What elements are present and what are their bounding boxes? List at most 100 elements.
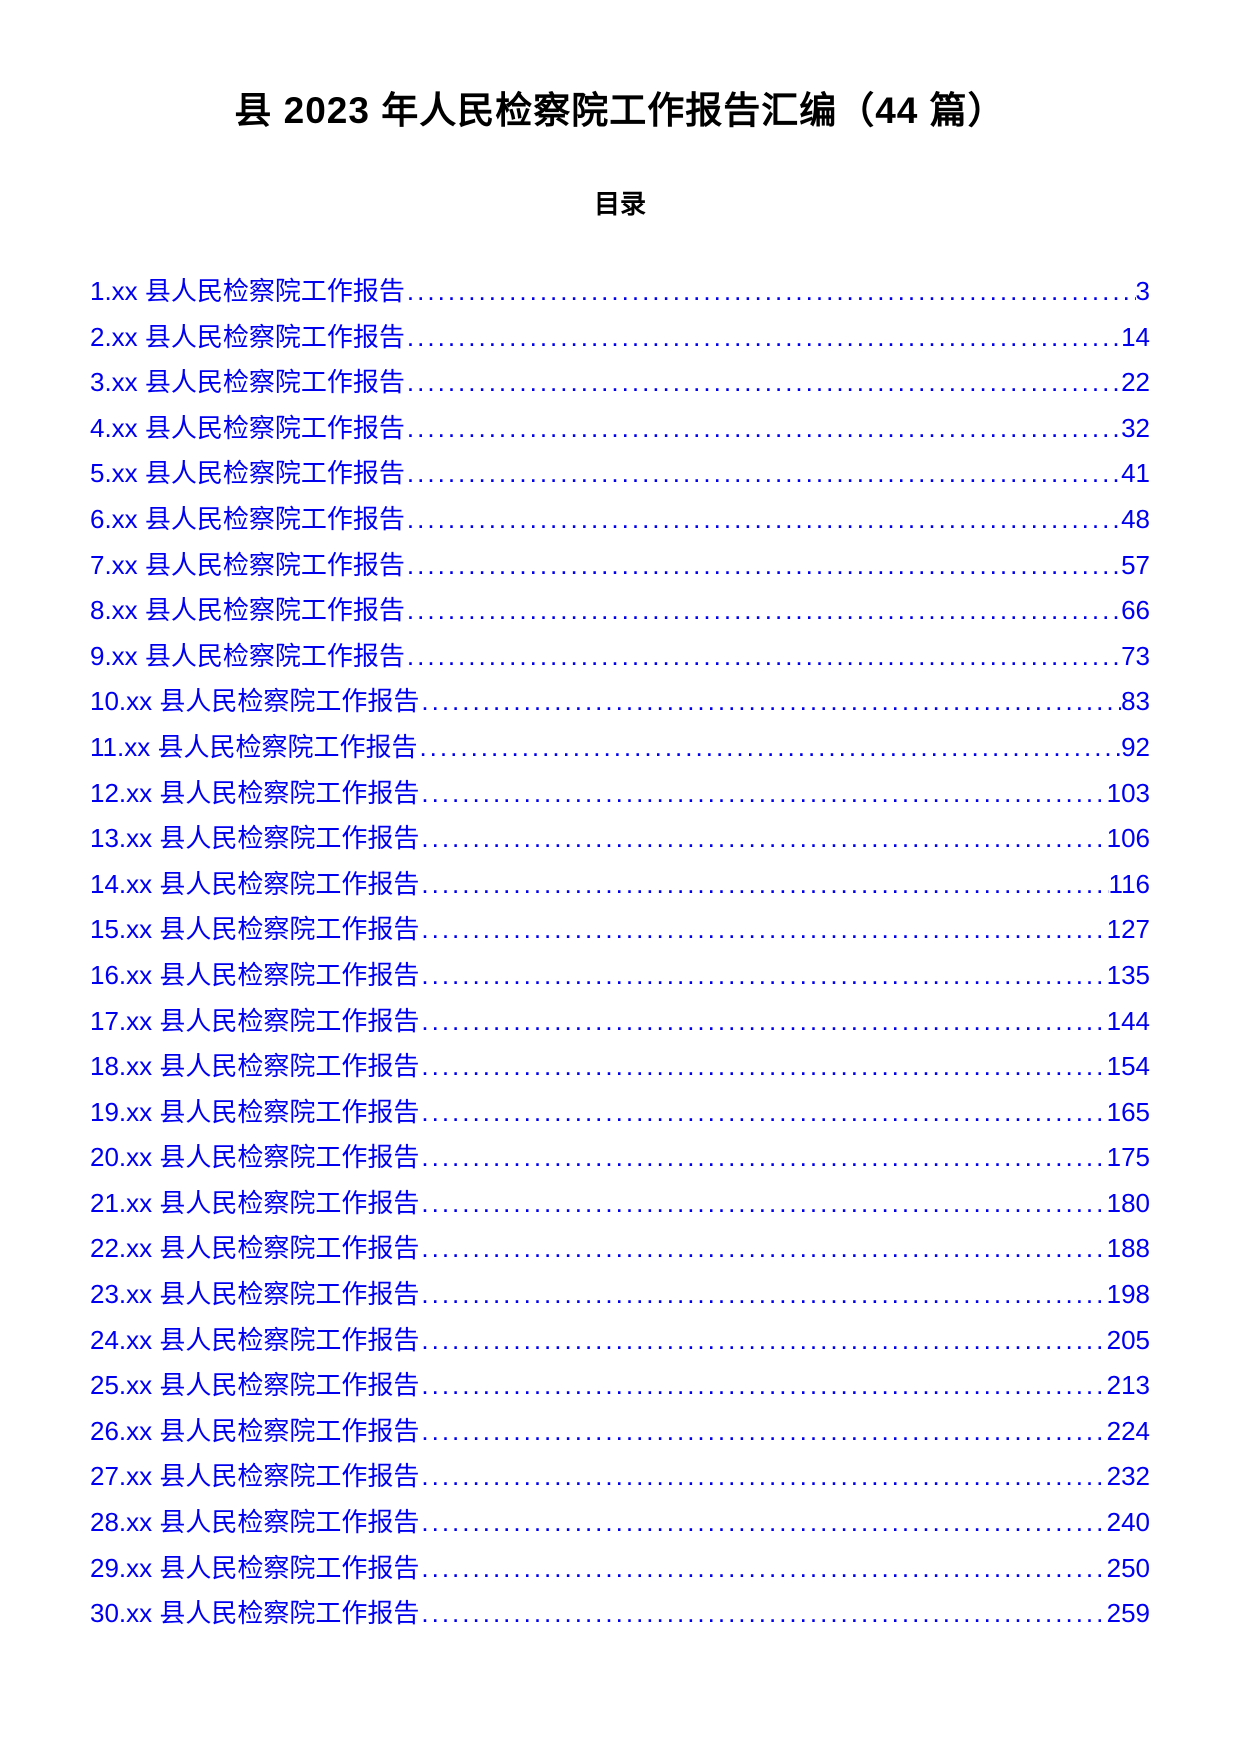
toc-dots: ........................................… bbox=[419, 1502, 1106, 1544]
toc-item[interactable]: 21.xx 县人民检察院工作报告........................… bbox=[90, 1183, 1150, 1225]
toc-item[interactable]: 3.xx 县人民检察院工作报告.........................… bbox=[90, 362, 1150, 404]
toc-item[interactable]: 11.xx 县人民检察院工作报告........................… bbox=[90, 727, 1150, 769]
toc-item[interactable]: 28.xx 县人民检察院工作报告........................… bbox=[90, 1502, 1150, 1544]
toc-item[interactable]: 13.xx 县人民检察院工作报告........................… bbox=[90, 818, 1150, 860]
toc-item-page: 180 bbox=[1107, 1183, 1150, 1225]
toc-dots: ........................................… bbox=[419, 681, 1121, 723]
toc-dots: ........................................… bbox=[419, 864, 1108, 906]
toc-item[interactable]: 4.xx 县人民检察院工作报告.........................… bbox=[90, 408, 1150, 450]
toc-item-label: 20.xx 县人民检察院工作报告 bbox=[90, 1137, 419, 1179]
toc-item[interactable]: 27.xx 县人民检察院工作报告........................… bbox=[90, 1456, 1150, 1498]
toc-item-page: 41 bbox=[1121, 453, 1150, 495]
toc-item[interactable]: 25.xx 县人民检察院工作报告........................… bbox=[90, 1365, 1150, 1407]
toc-item-page: 175 bbox=[1107, 1137, 1150, 1179]
toc-item-page: 66 bbox=[1121, 590, 1150, 632]
toc-item-page: 92 bbox=[1121, 727, 1150, 769]
toc-item[interactable]: 19.xx 县人民检察院工作报告........................… bbox=[90, 1092, 1150, 1134]
toc-item[interactable]: 17.xx 县人民检察院工作报告........................… bbox=[90, 1001, 1150, 1043]
toc-item-page: 232 bbox=[1107, 1456, 1150, 1498]
toc-item-page: 213 bbox=[1107, 1365, 1150, 1407]
toc-item-label: 2.xx 县人民检察院工作报告 bbox=[90, 317, 405, 359]
toc-item-page: 154 bbox=[1107, 1046, 1150, 1088]
toc-dots: ........................................… bbox=[419, 1183, 1106, 1225]
toc-dots: ........................................… bbox=[419, 773, 1106, 815]
toc-item-label: 27.xx 县人民检察院工作报告 bbox=[90, 1456, 419, 1498]
toc-dots: ........................................… bbox=[417, 727, 1121, 769]
toc-item-page: 250 bbox=[1107, 1548, 1150, 1590]
toc-item-label: 29.xx 县人民检察院工作报告 bbox=[90, 1548, 419, 1590]
toc-item-label: 19.xx 县人民检察院工作报告 bbox=[90, 1092, 419, 1134]
toc-item[interactable]: 26.xx 县人民检察院工作报告........................… bbox=[90, 1411, 1150, 1453]
toc-dots: ........................................… bbox=[405, 453, 1121, 495]
toc-item[interactable]: 30.xx 县人民检察院工作报告........................… bbox=[90, 1593, 1150, 1635]
toc-item[interactable]: 16.xx 县人民检察院工作报告 .......................… bbox=[90, 955, 1150, 997]
toc-item[interactable]: 18.xx 县人民检察院工作报告........................… bbox=[90, 1046, 1150, 1088]
toc-item-label: 11.xx 县人民检察院工作报告 bbox=[90, 727, 417, 769]
toc-dots: ........................................… bbox=[405, 271, 1136, 313]
toc-dots: ........................................… bbox=[419, 909, 1106, 951]
toc-item-page: 83 bbox=[1121, 681, 1150, 723]
toc-dots: ........................................… bbox=[419, 818, 1106, 860]
toc-item-page: 144 bbox=[1107, 1001, 1150, 1043]
toc-dots: ........................................… bbox=[405, 408, 1121, 450]
toc-item-label: 8.xx 县人民检察院工作报告 bbox=[90, 590, 405, 632]
toc-item[interactable]: 24.xx 县人民检察院工作报告........................… bbox=[90, 1320, 1150, 1362]
toc-item[interactable]: 15.xx 县人民检察院工作报告........................… bbox=[90, 909, 1150, 951]
toc-item[interactable]: 29.xx 县人民检察院工作报告........................… bbox=[90, 1548, 1150, 1590]
toc-dots: ........................................… bbox=[419, 955, 1106, 997]
toc-item-label: 18.xx 县人民检察院工作报告 bbox=[90, 1046, 419, 1088]
toc-dots: ........................................… bbox=[419, 1046, 1106, 1088]
toc-item-label: 5.xx 县人民检察院工作报告 bbox=[90, 453, 405, 495]
toc-item-page: 48 bbox=[1121, 499, 1150, 541]
toc-item[interactable]: 14.xx 县人民检察院工作报告........................… bbox=[90, 864, 1150, 906]
toc-dots: ........................................… bbox=[419, 1548, 1106, 1590]
toc-item[interactable]: 9.xx 县人民检察院工作报告.........................… bbox=[90, 636, 1150, 678]
toc-item[interactable]: 5.xx 县人民检察院工作报告.........................… bbox=[90, 453, 1150, 495]
toc-item-label: 4.xx 县人民检察院工作报告 bbox=[90, 408, 405, 450]
toc-item-label: 6.xx 县人民检察院工作报告 bbox=[90, 499, 405, 541]
toc-item[interactable]: 1.xx 县人民检察院工作报告.........................… bbox=[90, 271, 1150, 313]
toc-item-page: 116 bbox=[1109, 864, 1150, 906]
toc-dots: ........................................… bbox=[419, 1001, 1106, 1043]
toc-item[interactable]: 23.xx 县人民检察院工作报告........................… bbox=[90, 1274, 1150, 1316]
toc-item-page: 22 bbox=[1121, 362, 1150, 404]
toc-dots: ........................................… bbox=[419, 1365, 1106, 1407]
toc-dots: ........................................… bbox=[419, 1456, 1106, 1498]
toc-item-label: 13.xx 县人民检察院工作报告 bbox=[90, 818, 419, 860]
toc-item-label: 3.xx 县人民检察院工作报告 bbox=[90, 362, 405, 404]
toc-item-page: 198 bbox=[1107, 1274, 1150, 1316]
toc-item-label: 10.xx 县人民检察院工作报告 bbox=[90, 681, 419, 723]
toc-item-label: 26.xx 县人民检察院工作报告 bbox=[90, 1411, 419, 1453]
toc-item[interactable]: 20.xx 县人民检察院工作报告........................… bbox=[90, 1137, 1150, 1179]
toc-item-label: 15.xx 县人民检察院工作报告 bbox=[90, 909, 419, 951]
toc-item-label: 30.xx 县人民检察院工作报告 bbox=[90, 1593, 419, 1635]
toc-item-label: 21.xx 县人民检察院工作报告 bbox=[90, 1183, 419, 1225]
toc-dots: ........................................… bbox=[405, 362, 1121, 404]
toc-item-page: 32 bbox=[1121, 408, 1150, 450]
toc-item-label: 9.xx 县人民检察院工作报告 bbox=[90, 636, 405, 678]
toc-item[interactable]: 22.xx 县人民检察院工作报告........................… bbox=[90, 1228, 1150, 1270]
toc-dots: ........................................… bbox=[405, 636, 1121, 678]
toc-item-label: 12.xx 县人民检察院工作报告 bbox=[90, 773, 419, 815]
toc-item-label: 24.xx 县人民检察院工作报告 bbox=[90, 1320, 419, 1362]
toc-item[interactable]: 2.xx 县人民检察院工作报告.........................… bbox=[90, 317, 1150, 359]
toc-item-label: 16.xx 县人民检察院工作报告 bbox=[90, 955, 419, 997]
toc-item[interactable]: 10.xx 县人民检察院工作报告........................… bbox=[90, 681, 1150, 723]
toc-item-page: 127 bbox=[1107, 909, 1150, 951]
toc-item[interactable]: 7.xx 县人民检察院工作报告.........................… bbox=[90, 545, 1150, 587]
toc-dots: ........................................… bbox=[419, 1411, 1106, 1453]
toc-item[interactable]: 6.xx 县人民检察院工作报告.........................… bbox=[90, 499, 1150, 541]
toc-dots: ........................................… bbox=[419, 1274, 1106, 1316]
toc-item-label: 14.xx 县人民检察院工作报告 bbox=[90, 864, 419, 906]
toc-item-page: 205 bbox=[1107, 1320, 1150, 1362]
toc-dots: ........................................… bbox=[405, 590, 1121, 632]
toc-item-label: 17.xx 县人民检察院工作报告 bbox=[90, 1001, 419, 1043]
toc-item[interactable]: 12.xx 县人民检察院工作报告........................… bbox=[90, 773, 1150, 815]
toc-item-page: 224 bbox=[1107, 1411, 1150, 1453]
toc-item-label: 7.xx 县人民检察院工作报告 bbox=[90, 545, 405, 587]
toc-item[interactable]: 8.xx 县人民检察院工作报告.........................… bbox=[90, 590, 1150, 632]
toc-dots: ........................................… bbox=[419, 1320, 1106, 1362]
toc-item-label: 28.xx 县人民检察院工作报告 bbox=[90, 1502, 419, 1544]
toc-item-page: 135 bbox=[1107, 955, 1150, 997]
toc-item-label: 1.xx 县人民检察院工作报告 bbox=[90, 271, 405, 313]
